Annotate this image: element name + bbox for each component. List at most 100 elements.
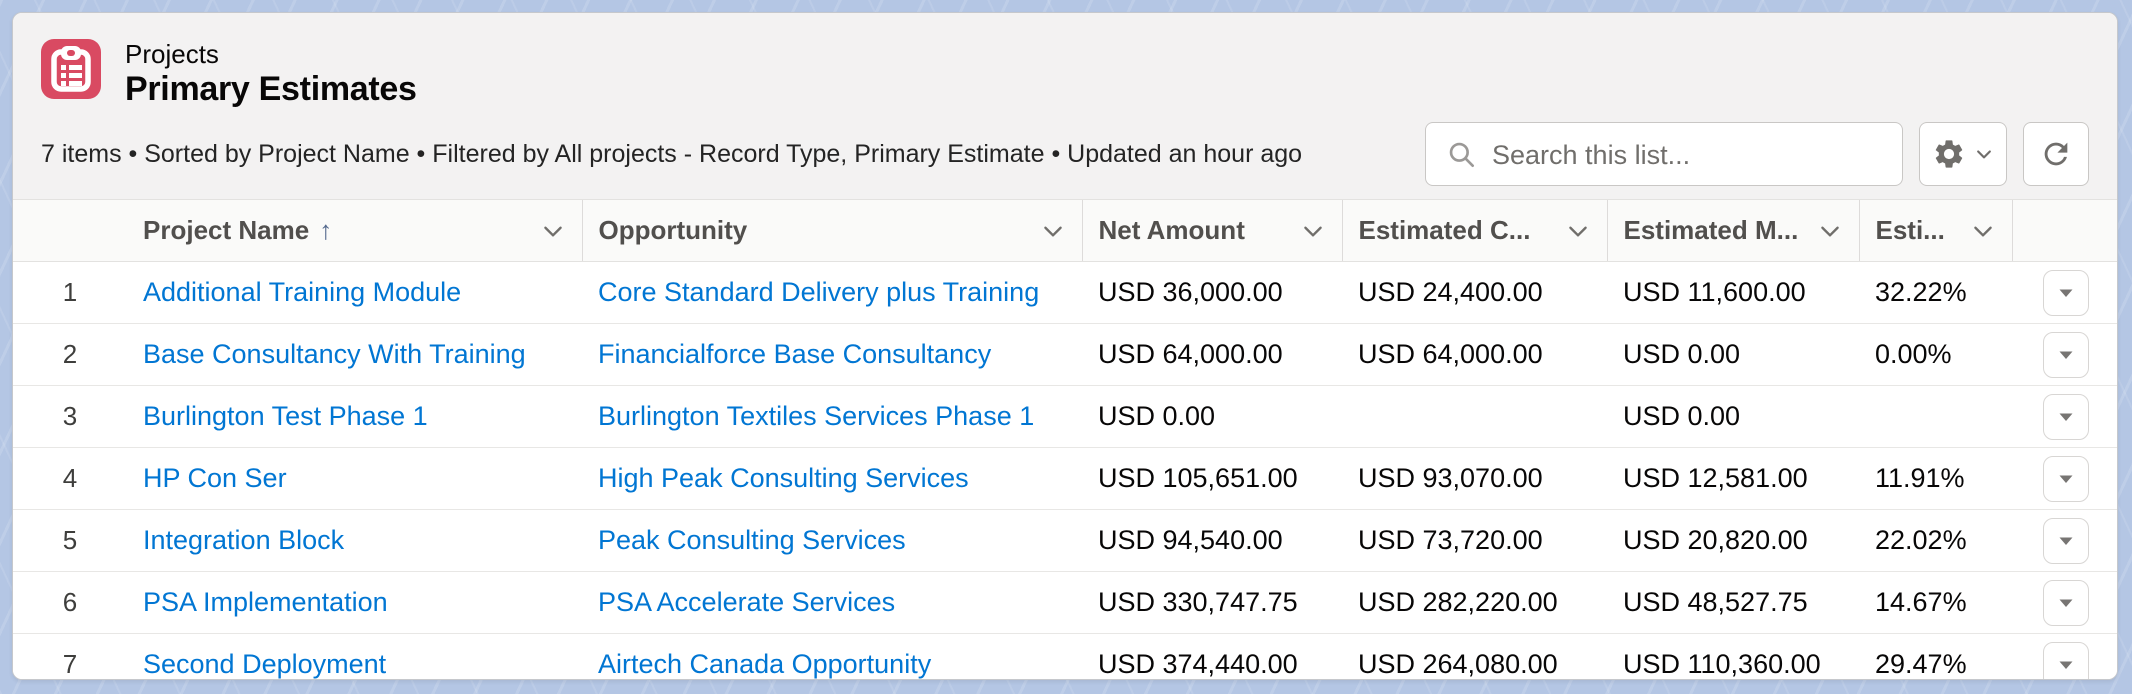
table-header-row: Project Name ↑ Opportunity Net Amount Estima… (13, 199, 2117, 262)
chevron-down-icon[interactable] (1040, 218, 1066, 244)
search-box[interactable] (1425, 122, 1903, 187)
row-actions-button[interactable] (2042, 641, 2089, 679)
records-table: Project Name ↑ Opportunity Net Amount Estima… (13, 199, 2117, 679)
cell-value: USD 94,540.00 (1098, 525, 1283, 555)
chevron-down-icon[interactable] (1970, 218, 1996, 244)
triangle-down-icon (2059, 351, 2072, 359)
projects-entity-icon (41, 39, 101, 99)
cell-project-name: Burlington Test Phase 1 (127, 385, 582, 448)
list-summary: 7 items • Sorted by Project Name • Filte… (41, 139, 1303, 168)
project-name-link[interactable]: Base Consultancy With Training (143, 339, 526, 369)
cell-estimated-c: USD 264,080.00 (1342, 633, 1607, 679)
cell-value: 0.00% (1875, 339, 1952, 369)
opportunity-link[interactable]: Burlington Textiles Services Phase 1 (598, 401, 1035, 431)
cell-value: USD 0.00 (1098, 401, 1216, 431)
refresh-icon (2044, 142, 2068, 166)
project-name-link[interactable]: PSA Implementation (143, 587, 388, 617)
row-actions-button[interactable] (2042, 517, 2089, 564)
cell-value: USD 64,000.00 (1358, 339, 1543, 369)
cell-esti: 29.47% (1859, 633, 2012, 679)
cell-estimated-m: USD 48,527.75 (1607, 571, 1859, 634)
cell-project-name: HP Con Ser (127, 447, 582, 510)
triangle-down-icon (2059, 599, 2072, 607)
column-label: Project Name (143, 215, 310, 245)
row-actions-button[interactable] (2042, 269, 2089, 316)
cell-value: USD 105,651.00 (1098, 463, 1298, 493)
column-label: Esti... (1875, 215, 1945, 245)
cell-esti: 22.02% (1859, 509, 2012, 572)
chevron-down-icon[interactable] (540, 218, 566, 244)
project-name-link[interactable]: Burlington Test Phase 1 (143, 401, 428, 431)
cell-estimated-m: USD 110,360.00 (1607, 633, 1859, 679)
chevron-down-icon[interactable] (1817, 218, 1843, 244)
cell-row-actions (2012, 633, 2117, 679)
column-header-opportunity[interactable]: Opportunity (581, 199, 1082, 262)
opportunity-link[interactable]: High Peak Consulting Services (598, 463, 969, 493)
column-header-estimated-m[interactable]: Estimated M... (1606, 199, 1859, 262)
project-name-link[interactable]: Integration Block (143, 525, 345, 555)
cell-opportunity: High Peak Consulting Services (582, 447, 1082, 510)
cell-project-name: Second Deployment (127, 633, 582, 679)
cell-value: USD 0.00 (1623, 401, 1741, 431)
cell-value: USD 64,000.00 (1098, 339, 1283, 369)
list-settings-button[interactable] (1919, 122, 2007, 186)
triangle-down-icon (2059, 475, 2072, 483)
cell-value: USD 282,220.00 (1358, 587, 1558, 617)
page-title[interactable]: Primary Estimates (125, 70, 417, 108)
cell-project-name: Additional Training Module (127, 261, 582, 324)
table-row: 2 Base Consultancy With Training Financial… (13, 323, 2117, 386)
row-actions-button[interactable] (2042, 579, 2089, 626)
cell-estimated-c: USD 24,400.00 (1342, 261, 1607, 324)
opportunity-link[interactable]: Airtech Canada Opportunity (598, 649, 932, 679)
meta-row: 7 items • Sorted by Project Name • Filte… (41, 119, 2089, 189)
refresh-button[interactable] (2023, 122, 2089, 186)
column-header-estimated-c[interactable]: Estimated C... (1341, 199, 1607, 262)
opportunity-link[interactable]: Peak Consulting Services (598, 525, 906, 555)
list-controls (1425, 122, 2089, 187)
row-actions-button[interactable] (2042, 455, 2089, 502)
cell-esti: 32.22% (1859, 261, 2012, 324)
cell-esti (1859, 385, 2012, 448)
cell-row-actions (2012, 323, 2117, 386)
cell-net-amount: USD 105,651.00 (1082, 447, 1342, 510)
title-texts: Projects Primary Estimates (125, 39, 417, 109)
cell-row-actions (2012, 447, 2117, 510)
cell-value: USD 12,581.00 (1623, 463, 1808, 493)
cell-value: USD 93,070.00 (1358, 463, 1543, 493)
cell-row-actions (2012, 385, 2117, 448)
opportunity-link[interactable]: Financialforce Base Consultancy (598, 339, 992, 369)
cell-esti: 0.00% (1859, 323, 2012, 386)
opportunity-link[interactable]: PSA Accelerate Services (598, 587, 896, 617)
column-header-actions (2011, 199, 2117, 262)
column-label: Estimated M... (1623, 215, 1799, 245)
row-actions-button[interactable] (2042, 331, 2089, 378)
chevron-down-icon[interactable] (1565, 218, 1591, 244)
cell-esti: 14.67% (1859, 571, 2012, 634)
cell-net-amount: USD 64,000.00 (1082, 323, 1342, 386)
cell-value: USD 264,080.00 (1358, 649, 1558, 679)
chevron-down-icon[interactable] (1300, 218, 1326, 244)
project-name-link[interactable]: HP Con Ser (143, 463, 287, 493)
table-row: 5 Integration Block Peak Consulting Servic… (13, 509, 2117, 572)
cell-estimated-m: USD 0.00 (1607, 323, 1859, 386)
title-row: Projects Primary Estimates (41, 39, 2089, 109)
cell-value: USD 48,527.75 (1623, 587, 1808, 617)
opportunity-link[interactable]: Core Standard Delivery plus Training (598, 277, 1040, 307)
cell-esti: 11.91% (1859, 447, 2012, 510)
project-name-link[interactable]: Additional Training Module (143, 277, 462, 307)
cell-net-amount: USD 36,000.00 (1082, 261, 1342, 324)
row-actions-button[interactable] (2042, 393, 2089, 440)
cell-project-name: Base Consultancy With Training (127, 323, 582, 386)
column-header-net-amount[interactable]: Net Amount (1081, 199, 1342, 262)
project-name-link[interactable]: Second Deployment (143, 649, 387, 679)
row-number: 6 (13, 571, 127, 634)
column-header-esti[interactable]: Esti... (1858, 199, 2012, 262)
cell-value: USD 110,360.00 (1623, 649, 1821, 679)
cell-value: 11.91% (1875, 463, 1965, 493)
table-row: 7 Second Deployment Airtech Canada Opportu… (13, 633, 2117, 679)
cell-value: 14.67% (1875, 587, 1967, 617)
column-header-project-name[interactable]: Project Name ↑ (127, 199, 582, 262)
cell-estimated-m: USD 11,600.00 (1607, 261, 1859, 324)
search-input[interactable] (1490, 123, 1894, 187)
